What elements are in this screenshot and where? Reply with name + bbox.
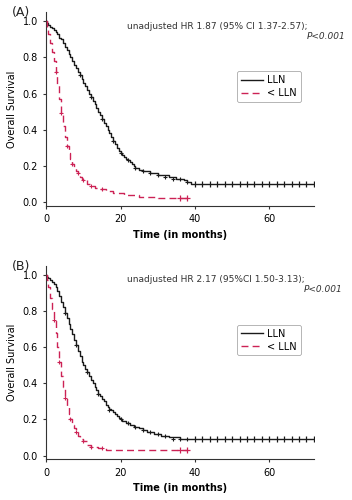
Text: (A): (A) — [11, 6, 30, 20]
X-axis label: Time (in months): Time (in months) — [133, 483, 227, 493]
Y-axis label: Overall Survival: Overall Survival — [7, 324, 17, 401]
Text: unadjusted HR 2.17 (95%CI 1.50-3.13);: unadjusted HR 2.17 (95%CI 1.50-3.13); — [126, 276, 307, 284]
Legend: LLN, < LLN: LLN, < LLN — [237, 71, 301, 102]
Y-axis label: Overall Survival: Overall Survival — [7, 70, 17, 148]
X-axis label: Time (in months): Time (in months) — [133, 230, 227, 239]
Legend: LLN, < LLN: LLN, < LLN — [237, 324, 301, 356]
Text: unadjusted HR 1.87 (95% CI 1.37-2.57);: unadjusted HR 1.87 (95% CI 1.37-2.57); — [126, 22, 310, 31]
Text: P<0.001: P<0.001 — [307, 32, 345, 41]
Text: P<0.001: P<0.001 — [304, 286, 342, 294]
Text: (B): (B) — [11, 260, 30, 273]
